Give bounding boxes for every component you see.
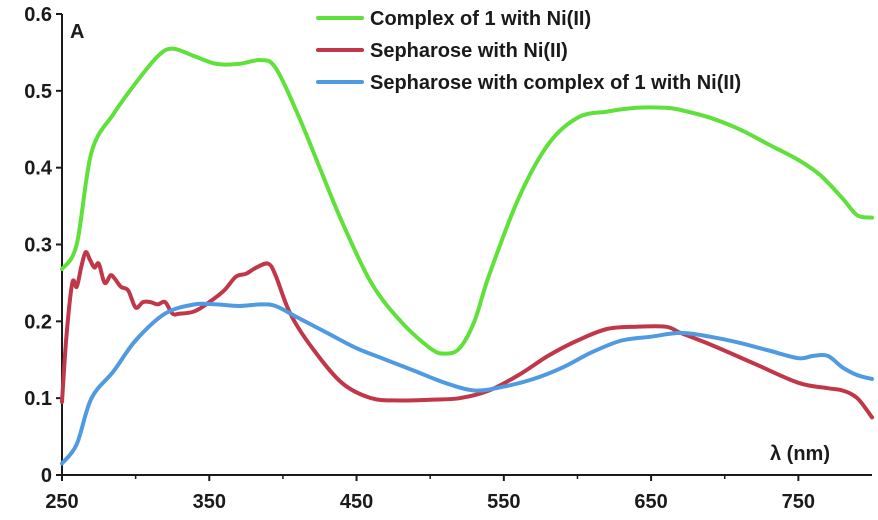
y-tick-label: 0.3	[24, 235, 52, 257]
y-tick-label: 0.2	[24, 311, 52, 333]
x-tick-label: 250	[45, 491, 78, 513]
y-tick-label: 0.4	[24, 158, 53, 180]
legend-label-2: Sepharose with Ni(II)	[370, 40, 568, 62]
x-tick-label: 650	[634, 491, 667, 513]
series-line-2	[60, 250, 874, 420]
x-tick-label: 350	[193, 491, 226, 513]
y-tick-label: 0.6	[24, 4, 52, 26]
legend: Complex of 1 with Ni(II) Sepharose with N…	[316, 8, 741, 94]
x-axis: 250 350 450 550 650 750	[45, 474, 872, 513]
x-tick-label: 550	[487, 491, 520, 513]
series-lines	[60, 46, 874, 466]
legend-label-1: Complex of 1 with Ni(II)	[370, 8, 591, 30]
panel-label: A	[70, 21, 84, 43]
x-tick-label: 450	[340, 491, 373, 513]
y-axis: 0 0.1 0.2 0.3 0.4 0.5 0.6	[24, 4, 63, 487]
y-tick-label: 0.5	[24, 81, 52, 103]
series-line-1	[60, 46, 874, 356]
x-tick-label: 750	[782, 491, 815, 513]
y-tick-label: 0.1	[24, 388, 52, 410]
y-tick-label: 0	[41, 465, 52, 487]
x-axis-label: λ (nm)	[770, 443, 830, 465]
series-line-3	[60, 301, 874, 466]
legend-label-3: Sepharose with complex of 1 with Ni(II)	[370, 72, 741, 94]
